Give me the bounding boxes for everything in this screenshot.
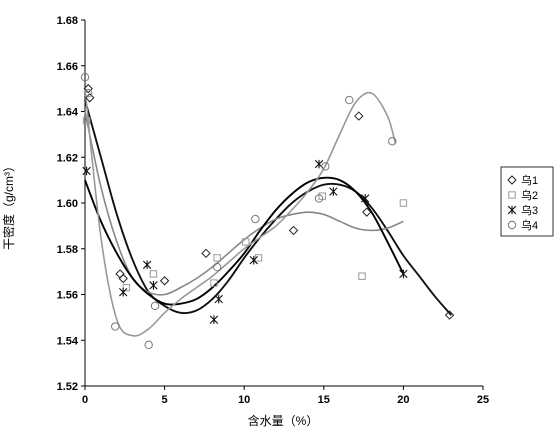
data-point-series-3 xyxy=(149,281,158,290)
x-tick-label: 20 xyxy=(397,394,409,406)
fit-curve-1 xyxy=(84,99,452,316)
fit-curve-2 xyxy=(84,111,404,296)
data-point-series-1 xyxy=(444,310,455,320)
fit-curve-3 xyxy=(84,176,405,306)
y-tick-label: 1.58 xyxy=(57,244,78,256)
legend-marker-3 xyxy=(507,205,517,215)
data-point-series-3 xyxy=(119,287,128,297)
y-tick-label: 1.68 xyxy=(57,15,78,27)
data-point-series-3 xyxy=(361,194,370,203)
x-tick-label: 25 xyxy=(477,394,489,406)
legend-label-1: 乌1 xyxy=(521,173,538,187)
data-point-series-1 xyxy=(83,83,93,94)
data-point-series-1 xyxy=(201,248,211,259)
data-point-series-1 xyxy=(362,207,372,217)
y-tick-label: 1.64 xyxy=(57,107,79,119)
data-point-series-1 xyxy=(354,111,364,121)
x-tick-label: 5 xyxy=(162,394,168,406)
data-point-series-4 xyxy=(314,194,324,203)
legend-marker-1 xyxy=(507,175,517,185)
data-point-series-2 xyxy=(358,272,366,280)
data-point-series-2 xyxy=(149,270,158,278)
data-point-series-4 xyxy=(111,322,120,331)
y-tick-label: 1.56 xyxy=(57,290,78,302)
fit-curve-4 xyxy=(84,88,397,337)
data-point-series-2 xyxy=(210,279,218,287)
data-point-series-4 xyxy=(345,95,354,105)
data-point-series-3 xyxy=(399,269,408,279)
data-point-series-4 xyxy=(83,89,93,98)
data-point-series-4 xyxy=(80,72,90,82)
data-point-series-1 xyxy=(118,273,128,284)
data-point-series-3 xyxy=(214,294,223,304)
data-point-series-3 xyxy=(329,187,338,196)
data-point-series-3 xyxy=(209,315,219,324)
y-tick-label: 1.60 xyxy=(57,198,78,210)
data-point-series-4 xyxy=(388,137,397,146)
data-point-series-4 xyxy=(150,301,160,311)
data-point-series-1 xyxy=(159,276,170,286)
data-points xyxy=(80,72,455,350)
data-point-series-4 xyxy=(144,340,153,350)
x-tick-label: 10 xyxy=(238,394,250,406)
axes: 1.52 1.54 1.56 1.58 1.60 1.62 1.64 1.66 1.68 0 5 10… xyxy=(57,15,490,406)
data-point-series-1 xyxy=(288,225,299,236)
data-point-series-2 xyxy=(122,283,131,292)
y-tick-label: 1.62 xyxy=(57,152,78,164)
data-point-series-2 xyxy=(399,199,408,207)
legend-marker-4 xyxy=(507,220,517,230)
data-point-series-2 xyxy=(82,116,91,125)
data-point-series-4 xyxy=(321,162,330,171)
fit-curves xyxy=(84,88,452,337)
x-axis-title: 含水量（%） xyxy=(248,413,319,428)
legend-marker-2 xyxy=(508,191,516,199)
y-axis-title: 干密度（g/cm³） xyxy=(1,160,16,250)
data-point-series-4 xyxy=(212,262,222,272)
x-tick-label: 15 xyxy=(318,394,330,406)
y-tick-label: 1.66 xyxy=(57,61,78,73)
x-tick-label: 0 xyxy=(82,394,88,406)
legend-label-3: 乌3 xyxy=(521,203,538,217)
data-point-series-3 xyxy=(82,166,91,176)
data-point-series-3 xyxy=(142,260,152,270)
data-point-series-1 xyxy=(115,269,125,279)
legend-label-4: 乌4 xyxy=(521,218,538,232)
data-point-series-2 xyxy=(213,254,221,262)
data-point-series-4 xyxy=(251,214,260,224)
data-point-series-2 xyxy=(242,238,250,246)
data-point-series-3 xyxy=(249,255,258,265)
legend-label-2: 乌2 xyxy=(521,188,538,202)
y-tick-label: 1.54 xyxy=(57,335,79,347)
y-tick-label: 1.52 xyxy=(57,381,78,393)
